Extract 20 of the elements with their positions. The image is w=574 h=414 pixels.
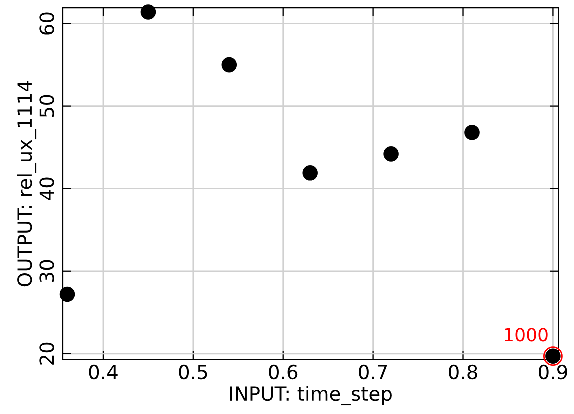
x-axis-title: INPUT: time_step — [230, 386, 392, 406]
point — [140, 4, 156, 20]
y-tick-label: 50 — [40, 95, 54, 118]
annotation: 1000 — [505, 328, 548, 342]
point — [60, 286, 76, 302]
x-tick-label: 0.5 — [179, 364, 208, 380]
point — [384, 146, 399, 162]
point — [464, 125, 480, 140]
y-tick-label: 40 — [40, 178, 54, 200]
y-tick-label: 30 — [40, 260, 54, 282]
x-tick-label: 0.6 — [269, 364, 298, 380]
y-tick-label: 20 — [40, 342, 54, 365]
x-tick-label: 0.4 — [89, 364, 118, 380]
y-axis-title: OUTPUT: rel_ux_1114 — [17, 81, 37, 287]
point — [222, 57, 238, 73]
y-tick-label: 60 — [40, 12, 54, 35]
x-tick-label: 0.9 — [539, 364, 568, 380]
x-tick-label: 0.7 — [359, 364, 388, 380]
point — [302, 166, 318, 181]
x-tick-label: 0.8 — [449, 364, 478, 380]
